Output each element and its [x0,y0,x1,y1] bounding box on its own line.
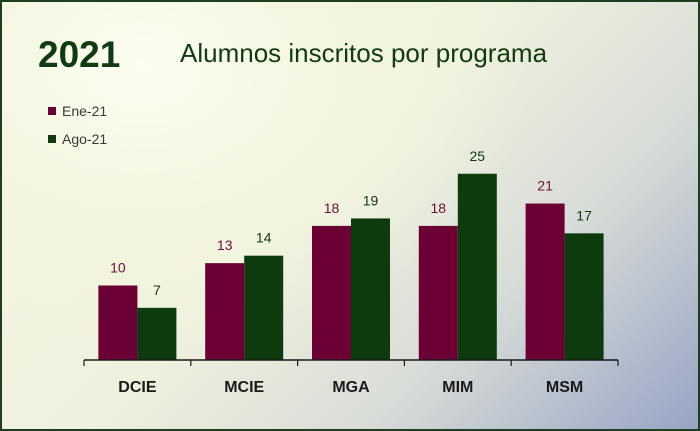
bar-ago-21-msm [564,233,604,360]
legend-label-ene21: Ene-21 [62,103,108,119]
x-tick-label-mga: MGA [332,379,370,396]
data-label-ago-21-dcie: 7 [153,282,161,298]
bar-ene-21-mim [418,225,458,360]
bar-ago-21-dcie [137,307,177,360]
x-tick-label-mcie: MCIE [224,379,264,396]
x-tick-label-msm: MSM [546,379,583,396]
legend: Ene-21 Ago-21 [48,97,107,153]
legend-item-ago21: Ago-21 [48,125,107,153]
legend-item-ene21: Ene-21 [48,97,107,125]
x-tick-label-dcie: DCIE [118,379,157,396]
data-label-ago-21-mcie: 14 [256,230,272,246]
chart-title: Alumnos inscritos por programa [180,38,548,68]
data-label-ene-21-mim: 18 [431,200,447,216]
bar-ene-21-mcie [205,263,245,360]
data-label-ago-21-mga: 19 [363,192,379,208]
legend-label-ago21: Ago-21 [62,131,108,147]
bar-ago-21-mcie [244,255,284,360]
bar-ago-21-mim [457,173,497,360]
legend-swatch-ago21 [48,135,56,143]
legend-swatch-ene21 [48,107,56,115]
data-label-ene-21-mga: 18 [324,200,340,216]
bar-ene-21-mga [312,225,351,360]
data-label-ago-21-mim: 25 [470,148,486,164]
data-label-ene-21-mcie: 13 [217,237,233,253]
data-label-ene-21-dcie: 10 [110,260,126,276]
bar-ago-21-mga [351,218,390,360]
bar-ene-21-msm [525,203,565,360]
chart-year: 2021 [38,34,121,75]
data-label-ago-21-msm: 17 [576,207,592,223]
x-tick-label-mim: MIM [442,379,473,396]
data-label-ene-21-msm: 21 [537,178,553,194]
bar-ene-21-dcie [98,285,138,360]
